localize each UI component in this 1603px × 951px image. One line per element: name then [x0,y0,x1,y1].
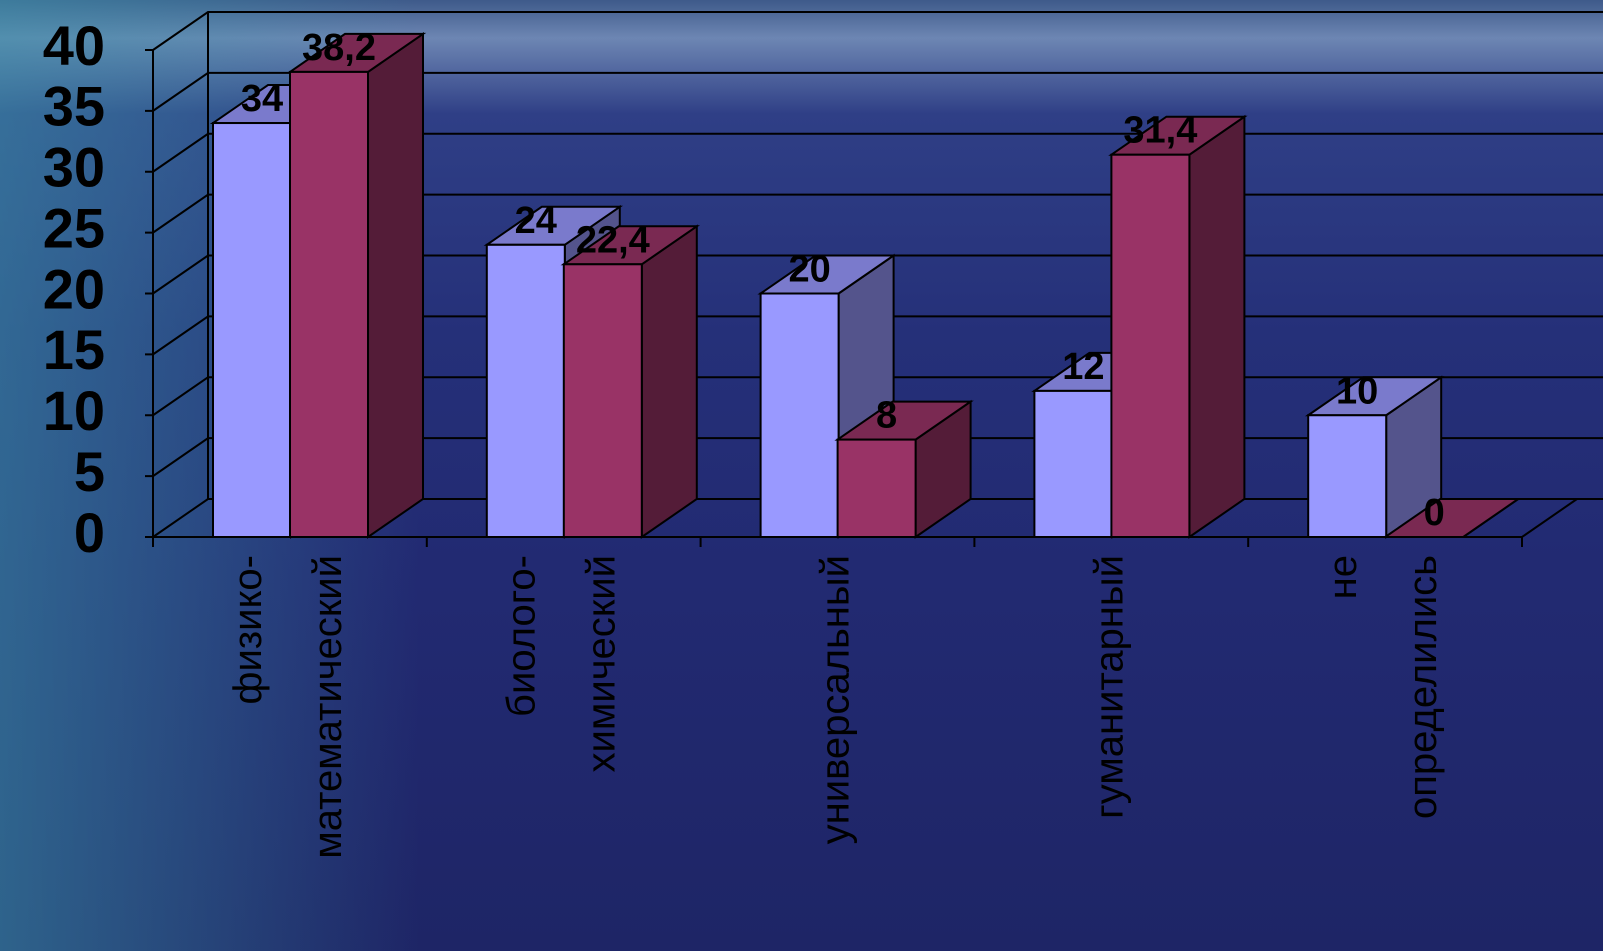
value-label: 24 [515,200,557,242]
bar [286,32,427,539]
bar-side [367,32,424,539]
bar-front [1110,153,1191,539]
value-label: 31,4 [1123,110,1197,152]
y-tick-label: 5 [74,440,105,503]
bar [1108,114,1248,539]
value-label: 0 [1424,492,1445,534]
value-label: 38,2 [302,27,376,69]
y-tick-label: 40 [43,14,105,77]
value-label: 34 [241,78,283,120]
bar [834,399,974,539]
y-tick-label: 15 [43,318,105,381]
y-tick-label: 20 [43,257,105,320]
bar-front [759,292,840,538]
value-label: 20 [788,249,830,291]
value-label: 10 [1336,370,1378,412]
x-tick-label: биолого-химический [499,555,623,772]
x-tick-label: гуманитарный [1087,555,1131,819]
y-tick-label: 35 [43,75,105,138]
bar-front [1307,414,1388,538]
x-tick-label: физико-математический [225,555,349,859]
y-tick-label: 10 [43,379,105,442]
bar-front [485,243,566,539]
bar-side [1188,114,1246,539]
value-label: 12 [1062,346,1104,388]
bar-side [640,224,698,539]
bar-top [1381,498,1522,538]
bar [1381,498,1522,538]
y-tick-label: 25 [43,196,105,259]
bar-front [212,122,292,539]
x-tick-label: не определились [1321,555,1445,819]
bar-front [289,70,369,538]
value-label: 22,4 [576,219,650,261]
bar [1304,375,1445,539]
y-tick-label: 30 [43,136,105,199]
x-tick-label: универсальный [813,555,857,844]
bar [560,224,701,539]
grid-line [152,11,1603,51]
bar-front [562,263,643,538]
bar-front [836,438,917,539]
bar-front [1033,389,1114,538]
value-label: 8 [876,395,897,437]
grid-line [152,71,1603,112]
y-tick-label: 0 [74,501,105,564]
